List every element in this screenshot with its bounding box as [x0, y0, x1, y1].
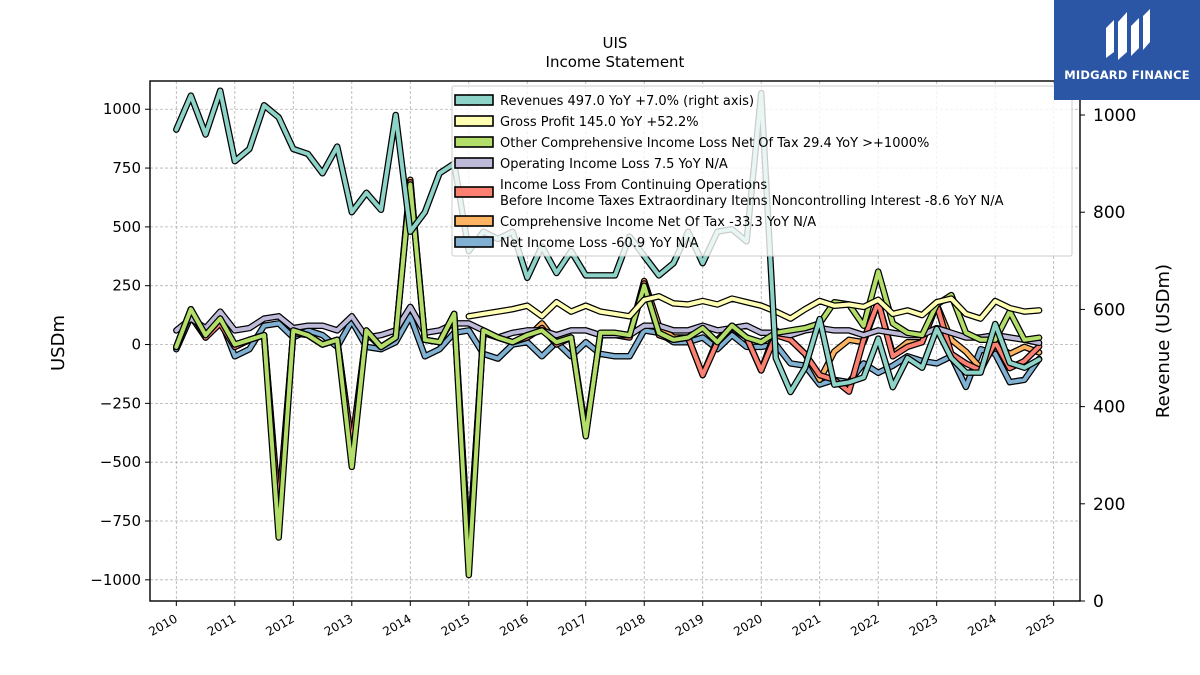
- x-tick-label: 2017: [556, 611, 589, 638]
- legend-swatch: [454, 215, 494, 227]
- y-tick-label-right: 1000: [1093, 106, 1136, 126]
- legend-label: Revenues 497.0 YoY +7.0% (right axis): [500, 94, 754, 109]
- plot-frame: [149, 80, 1081, 602]
- series-line: [174, 88, 1042, 394]
- x-tick-label: 2013: [322, 611, 355, 638]
- brand-logo: MIDGARD FINANCE: [1054, 0, 1200, 100]
- y-tick-label-left: 500: [112, 218, 141, 236]
- x-tick-label: 2022: [848, 611, 881, 638]
- legend-label: Before Income Taxes Extraordinary Items …: [500, 194, 1004, 209]
- legend-swatch: [454, 236, 494, 248]
- x-tick-label: 2018: [614, 611, 647, 638]
- x-tick-label: 2023: [907, 611, 940, 638]
- y-tick-label-left: −500: [100, 453, 141, 471]
- y-tick-label-right: 400: [1093, 398, 1125, 418]
- legend-label: Comprehensive Income Net Of Tax -33.3 Yo…: [500, 215, 816, 230]
- y-axis-label-left: USDm: [48, 315, 69, 371]
- legend-label: Income Loss From Continuing Operations: [500, 178, 767, 193]
- y-tick-label-left: 0: [131, 336, 141, 354]
- x-tick-label: 2016: [497, 611, 530, 638]
- x-tick-label: 2021: [790, 611, 823, 638]
- x-tick-label: 2011: [205, 611, 238, 638]
- x-tick-label: 2012: [263, 611, 296, 638]
- legend: Revenues 497.0 YoY +7.0% (right axis) Gro…: [451, 85, 1073, 257]
- chart-title: UIS: [603, 34, 628, 52]
- series-revenues: [173, 87, 1043, 396]
- series-net-income-loss: [173, 313, 1043, 391]
- legend-swatch: [454, 115, 494, 127]
- x-tick-label: 2025: [1024, 611, 1057, 638]
- series-line: [174, 182, 1042, 578]
- y-tick-label-left: −1000: [90, 571, 141, 589]
- x-tick-label: 2019: [673, 611, 706, 638]
- legend-label: Operating Income Loss 7.5 YoY N/A: [500, 157, 728, 172]
- y-tick-label-right: 800: [1093, 203, 1125, 223]
- y-tick-label-left: 250: [112, 277, 141, 295]
- legend-swatch: [454, 136, 494, 148]
- y-tick-label-right: 600: [1093, 300, 1125, 320]
- x-tick-label: 2020: [731, 611, 764, 638]
- y-axis-label-right: Revenue (USDm): [1153, 264, 1174, 418]
- brand-mark-icon: [1106, 9, 1150, 60]
- legend-label: Gross Profit 145.0 YoY +52.2%: [500, 115, 699, 130]
- series-other-comprehensive-loss-net-of-tax: [173, 181, 1043, 579]
- series-line: [466, 294, 1042, 321]
- legend-swatch: [454, 157, 494, 169]
- y-tick-label-right: 0: [1093, 592, 1104, 612]
- legend-label: Net Income Loss -60.9 YoY N/A: [500, 236, 699, 251]
- y-tick-label-right: 200: [1093, 495, 1125, 515]
- legend-swatch: [454, 186, 494, 198]
- y-tick-label-left: −250: [100, 394, 141, 412]
- legend-box: [451, 85, 1073, 257]
- legend-label: Other Comprehensive Income Loss Net Of T…: [500, 136, 929, 151]
- x-tick-label: 2015: [439, 611, 472, 638]
- y-tick-label-left: 1000: [103, 100, 141, 118]
- series-gross-profit: [465, 293, 1043, 322]
- y-tick-label-left: 750: [112, 159, 141, 177]
- legend-swatch: [454, 94, 494, 106]
- x-tick-label: 2014: [380, 611, 413, 638]
- chart-subtitle: Income Statement: [546, 53, 685, 71]
- y-tick-label-left: −750: [100, 512, 141, 530]
- x-tick-label: 2010: [146, 611, 179, 638]
- series-lines: [173, 87, 1043, 579]
- series-line: [174, 314, 1042, 389]
- brand-name: MIDGARD FINANCE: [1064, 68, 1190, 82]
- x-tick-label: 2024: [965, 611, 998, 638]
